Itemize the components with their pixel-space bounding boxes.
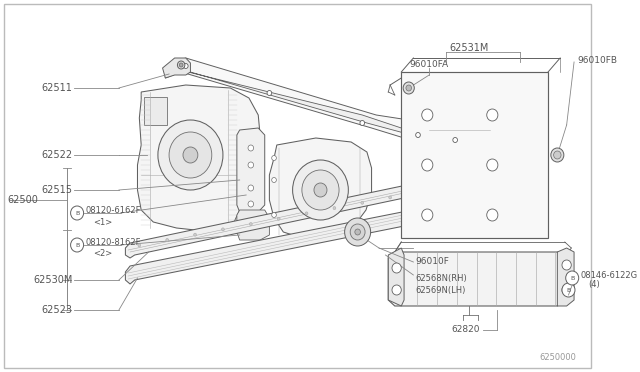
Circle shape (551, 148, 564, 162)
Circle shape (350, 224, 365, 240)
Text: 62500: 62500 (8, 195, 38, 205)
Circle shape (360, 121, 365, 125)
Polygon shape (125, 185, 413, 258)
Circle shape (248, 162, 253, 168)
Text: 62531M: 62531M (449, 43, 489, 53)
Circle shape (403, 82, 414, 94)
Polygon shape (388, 248, 404, 306)
Polygon shape (388, 252, 564, 306)
Circle shape (416, 132, 420, 138)
Circle shape (184, 64, 188, 68)
Circle shape (355, 229, 360, 235)
Circle shape (248, 201, 253, 207)
Circle shape (487, 209, 498, 221)
Circle shape (554, 151, 561, 159)
Circle shape (406, 85, 412, 91)
Circle shape (344, 218, 371, 246)
Polygon shape (138, 85, 260, 230)
Circle shape (562, 285, 572, 295)
Circle shape (314, 183, 327, 197)
Circle shape (166, 238, 168, 241)
Circle shape (70, 238, 84, 252)
Text: 62522: 62522 (42, 150, 72, 160)
Circle shape (487, 159, 498, 171)
Text: B: B (566, 288, 571, 292)
Text: <1>: <1> (93, 218, 112, 227)
Text: 62523: 62523 (42, 305, 72, 315)
Circle shape (422, 209, 433, 221)
Polygon shape (125, 200, 474, 284)
Text: 62820: 62820 (452, 326, 480, 334)
Circle shape (248, 145, 253, 151)
Circle shape (277, 217, 280, 220)
Polygon shape (269, 138, 372, 238)
Text: <2>: <2> (93, 250, 112, 259)
Circle shape (333, 206, 336, 209)
Text: 62511: 62511 (42, 83, 72, 93)
Circle shape (194, 233, 196, 236)
Text: 6250000: 6250000 (539, 353, 576, 362)
Circle shape (138, 244, 141, 247)
Circle shape (169, 132, 212, 178)
Text: 08120-8162F: 08120-8162F (86, 237, 141, 247)
Circle shape (422, 109, 433, 121)
Polygon shape (478, 125, 506, 158)
Circle shape (361, 201, 364, 204)
Circle shape (562, 260, 572, 270)
Text: 96010FA: 96010FA (410, 60, 449, 68)
Circle shape (179, 63, 183, 67)
Polygon shape (165, 58, 500, 148)
Polygon shape (557, 248, 574, 306)
Circle shape (272, 155, 276, 160)
Bar (144, 97, 167, 125)
Circle shape (305, 212, 308, 215)
Circle shape (70, 206, 84, 220)
Polygon shape (165, 63, 492, 143)
Circle shape (183, 147, 198, 163)
Polygon shape (237, 128, 265, 212)
Circle shape (392, 263, 401, 273)
Circle shape (392, 285, 401, 295)
Circle shape (272, 177, 276, 183)
Polygon shape (401, 72, 548, 238)
Text: 62568N(RH): 62568N(RH) (415, 273, 467, 282)
Text: B: B (75, 211, 79, 215)
Circle shape (158, 120, 223, 190)
Circle shape (388, 196, 392, 199)
Circle shape (302, 170, 339, 210)
Text: 08120-6162F: 08120-6162F (86, 205, 141, 215)
Polygon shape (237, 210, 269, 240)
Circle shape (221, 228, 225, 231)
Circle shape (453, 138, 458, 142)
Circle shape (562, 283, 575, 297)
Text: 62515: 62515 (42, 185, 72, 195)
Text: 96010FB: 96010FB (578, 55, 618, 64)
Text: B: B (75, 243, 79, 247)
Text: 62569N(LH): 62569N(LH) (415, 285, 465, 295)
Text: 96010F: 96010F (415, 257, 449, 266)
Text: 62530M: 62530M (33, 275, 72, 285)
Circle shape (487, 109, 498, 121)
Circle shape (272, 212, 276, 218)
Text: 08146-6122G: 08146-6122G (580, 270, 637, 279)
Circle shape (250, 222, 252, 225)
Circle shape (248, 185, 253, 191)
Circle shape (177, 61, 185, 69)
Text: B: B (570, 276, 574, 280)
Circle shape (566, 271, 579, 285)
Text: (4): (4) (588, 280, 600, 289)
Polygon shape (163, 58, 191, 78)
Circle shape (267, 90, 272, 96)
Circle shape (422, 159, 433, 171)
Circle shape (292, 160, 348, 220)
